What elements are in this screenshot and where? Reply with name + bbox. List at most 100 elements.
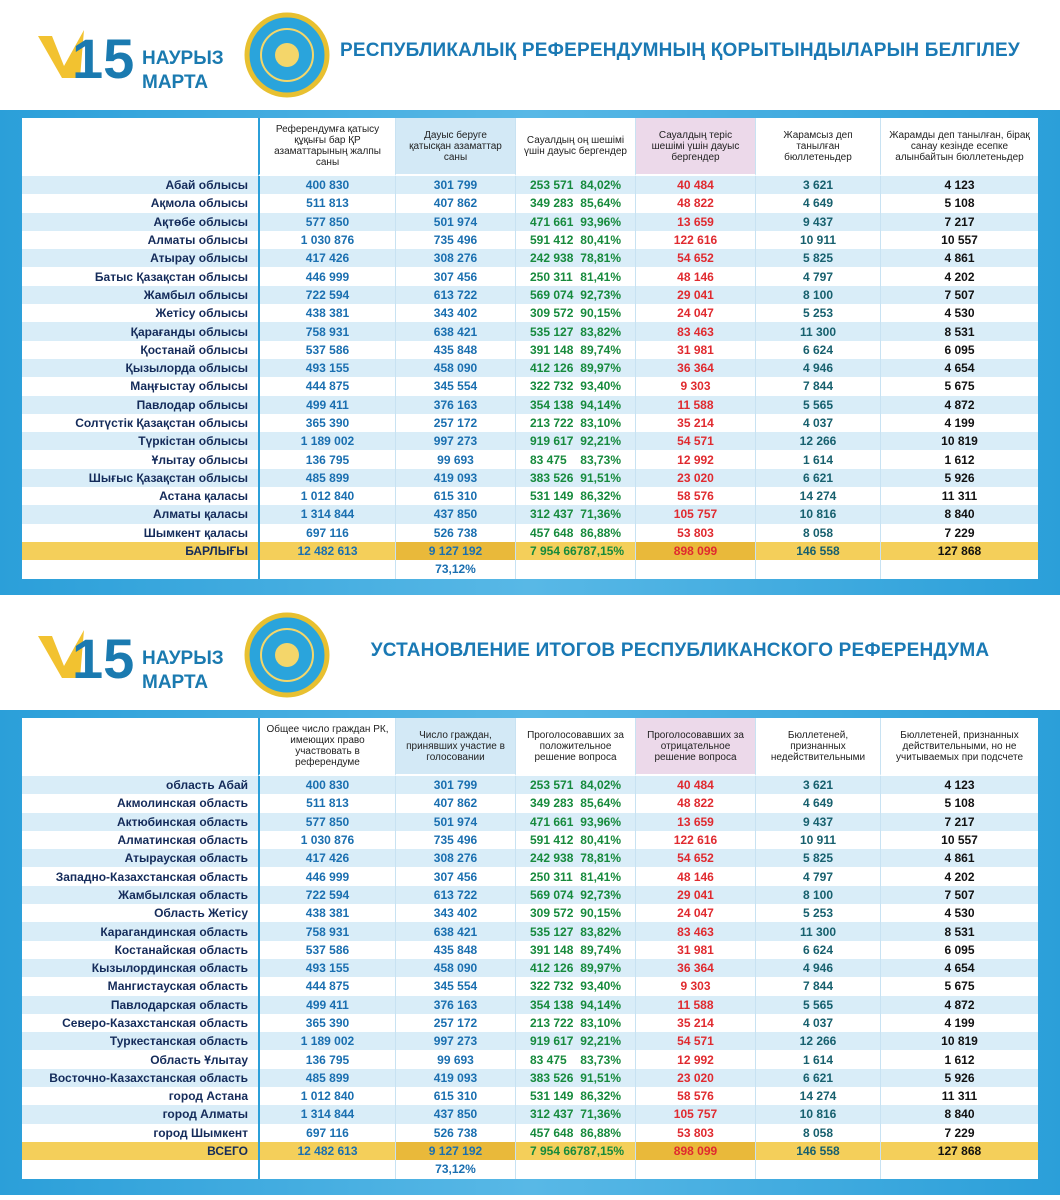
- value-cell: 919 617 92,21%: [515, 432, 635, 451]
- value: 417 426: [258, 849, 395, 868]
- value-cell: 354 138 94,14%: [515, 395, 635, 414]
- value: 7 954 667: [530, 1144, 584, 1159]
- value-cell: 349 283 85,64%: [515, 794, 635, 813]
- value: 48 822: [635, 194, 755, 213]
- value: 531 149: [530, 489, 574, 504]
- value: 136 795: [258, 450, 395, 469]
- value: 11 300: [755, 922, 880, 941]
- value: 343 402: [395, 904, 515, 923]
- value: 54 571: [635, 432, 755, 451]
- empty-cell: [22, 1160, 258, 1178]
- value: 4 202: [880, 867, 1038, 886]
- table-frame: Референдумға қатысу құқығы бар ҚР азамат…: [0, 110, 1060, 595]
- value-cell: 250 311 81,41%: [515, 867, 635, 886]
- value: 511 813: [258, 794, 395, 813]
- value: 4 861: [880, 849, 1038, 868]
- value: 343 402: [395, 304, 515, 323]
- value-cell: 242 938 78,81%: [515, 249, 635, 268]
- value: 4 946: [755, 958, 880, 978]
- value: 4 199: [880, 413, 1038, 433]
- value-cell: 412 126 89,97%: [515, 958, 635, 978]
- value: 457 648: [530, 1125, 574, 1140]
- percent: 85,64%: [580, 196, 621, 211]
- header-cell: [22, 718, 258, 776]
- value: 7 229: [880, 1123, 1038, 1142]
- logo-line: НАУРЫЗ: [142, 648, 224, 669]
- value-cell: 309 572 90,15%: [515, 304, 635, 323]
- table-frame: Общее число граждан РК, имеющих право уч…: [0, 710, 1060, 1195]
- logo-line: НАУРЫЗ: [142, 48, 224, 69]
- region-name: Шығыс Қазақстан облысы: [22, 468, 258, 488]
- value: 5 675: [880, 977, 1038, 996]
- value-cell: 7 954 667 87,15%: [515, 1141, 635, 1161]
- value: 391 148: [530, 342, 574, 357]
- header-cell: Сауалдың теріс шешімі үшін дауыс бергенд…: [635, 118, 755, 176]
- region-name: Павлодар облысы: [22, 395, 258, 414]
- value: 11 588: [635, 395, 755, 414]
- value: 250 311: [530, 269, 573, 284]
- value-cell: 253 571 84,02%: [515, 176, 635, 195]
- value: 1 612: [880, 1050, 1038, 1069]
- value: 354 138: [530, 997, 574, 1012]
- value: 1 314 844: [258, 1105, 395, 1124]
- value: 136 795: [258, 1050, 395, 1069]
- percent: 90,15%: [580, 306, 621, 321]
- value: 10 557: [880, 230, 1038, 250]
- value: 591 412: [530, 833, 574, 848]
- table: Референдумға қатысу құқығы бар ҚР азамат…: [22, 118, 1038, 579]
- value: 697 116: [258, 523, 395, 542]
- value: 638 421: [395, 922, 515, 941]
- value: 412 126: [530, 361, 574, 376]
- value: 4 123: [880, 776, 1038, 795]
- value: 537 586: [258, 940, 395, 959]
- region-name: Шымкент қаласы: [143, 525, 248, 540]
- value: 7 229: [880, 523, 1038, 542]
- value: 11 311: [880, 1087, 1038, 1106]
- percent: 80,41%: [580, 233, 621, 248]
- percent: 85,64%: [580, 796, 621, 811]
- value: 8 100: [755, 885, 880, 905]
- value: 242 938: [530, 851, 574, 866]
- logo-line: МАРТА: [142, 672, 208, 693]
- region-name: Қызылорда облысы: [22, 358, 258, 378]
- value: 242 938: [530, 251, 574, 266]
- value: 8 058: [755, 1123, 880, 1142]
- percent: 92,73%: [580, 887, 621, 902]
- value: 1 030 876: [258, 830, 395, 850]
- value-cell: 535 127 83,82%: [515, 922, 635, 941]
- value: 407 862: [395, 794, 515, 813]
- value: 638 421: [395, 322, 515, 341]
- value: 535 127: [530, 324, 574, 339]
- value: 7 954 667: [530, 544, 584, 559]
- value: 1 189 002: [258, 432, 395, 451]
- value: 322 732: [530, 979, 574, 994]
- value: 105 757: [635, 505, 755, 524]
- value: 591 412: [530, 233, 574, 248]
- value: 400 830: [258, 176, 395, 195]
- value: 471 661: [530, 214, 574, 229]
- value: 437 850: [395, 1105, 515, 1124]
- percent: 91,51%: [580, 470, 621, 485]
- value: 400 830: [258, 776, 395, 795]
- value: 391 148: [530, 942, 574, 957]
- value: 577 850: [258, 812, 395, 831]
- percent: 90,15%: [580, 906, 621, 921]
- value: 4 530: [880, 904, 1038, 923]
- empty-cell: [635, 560, 755, 579]
- value: 501 974: [395, 212, 515, 231]
- region-name: Астана қаласы: [159, 489, 248, 504]
- header-cell: [22, 118, 258, 176]
- value: 9 437: [755, 812, 880, 831]
- value: 8 100: [755, 285, 880, 305]
- value: 10 816: [755, 505, 880, 524]
- value: 919 617: [530, 1034, 574, 1049]
- percent: 80,41%: [580, 833, 621, 848]
- percent: 87,15%: [583, 544, 625, 559]
- value: 4 037: [755, 1013, 880, 1033]
- value-cell: 591 412 80,41%: [515, 830, 635, 850]
- value-cell: 569 074 92,73%: [515, 885, 635, 905]
- value: 53 803: [635, 1123, 755, 1142]
- region-name: Жамбыл облысы: [22, 285, 258, 305]
- region-name: Западно-Казахстанская область: [55, 869, 248, 884]
- percent: 83,73%: [580, 452, 621, 467]
